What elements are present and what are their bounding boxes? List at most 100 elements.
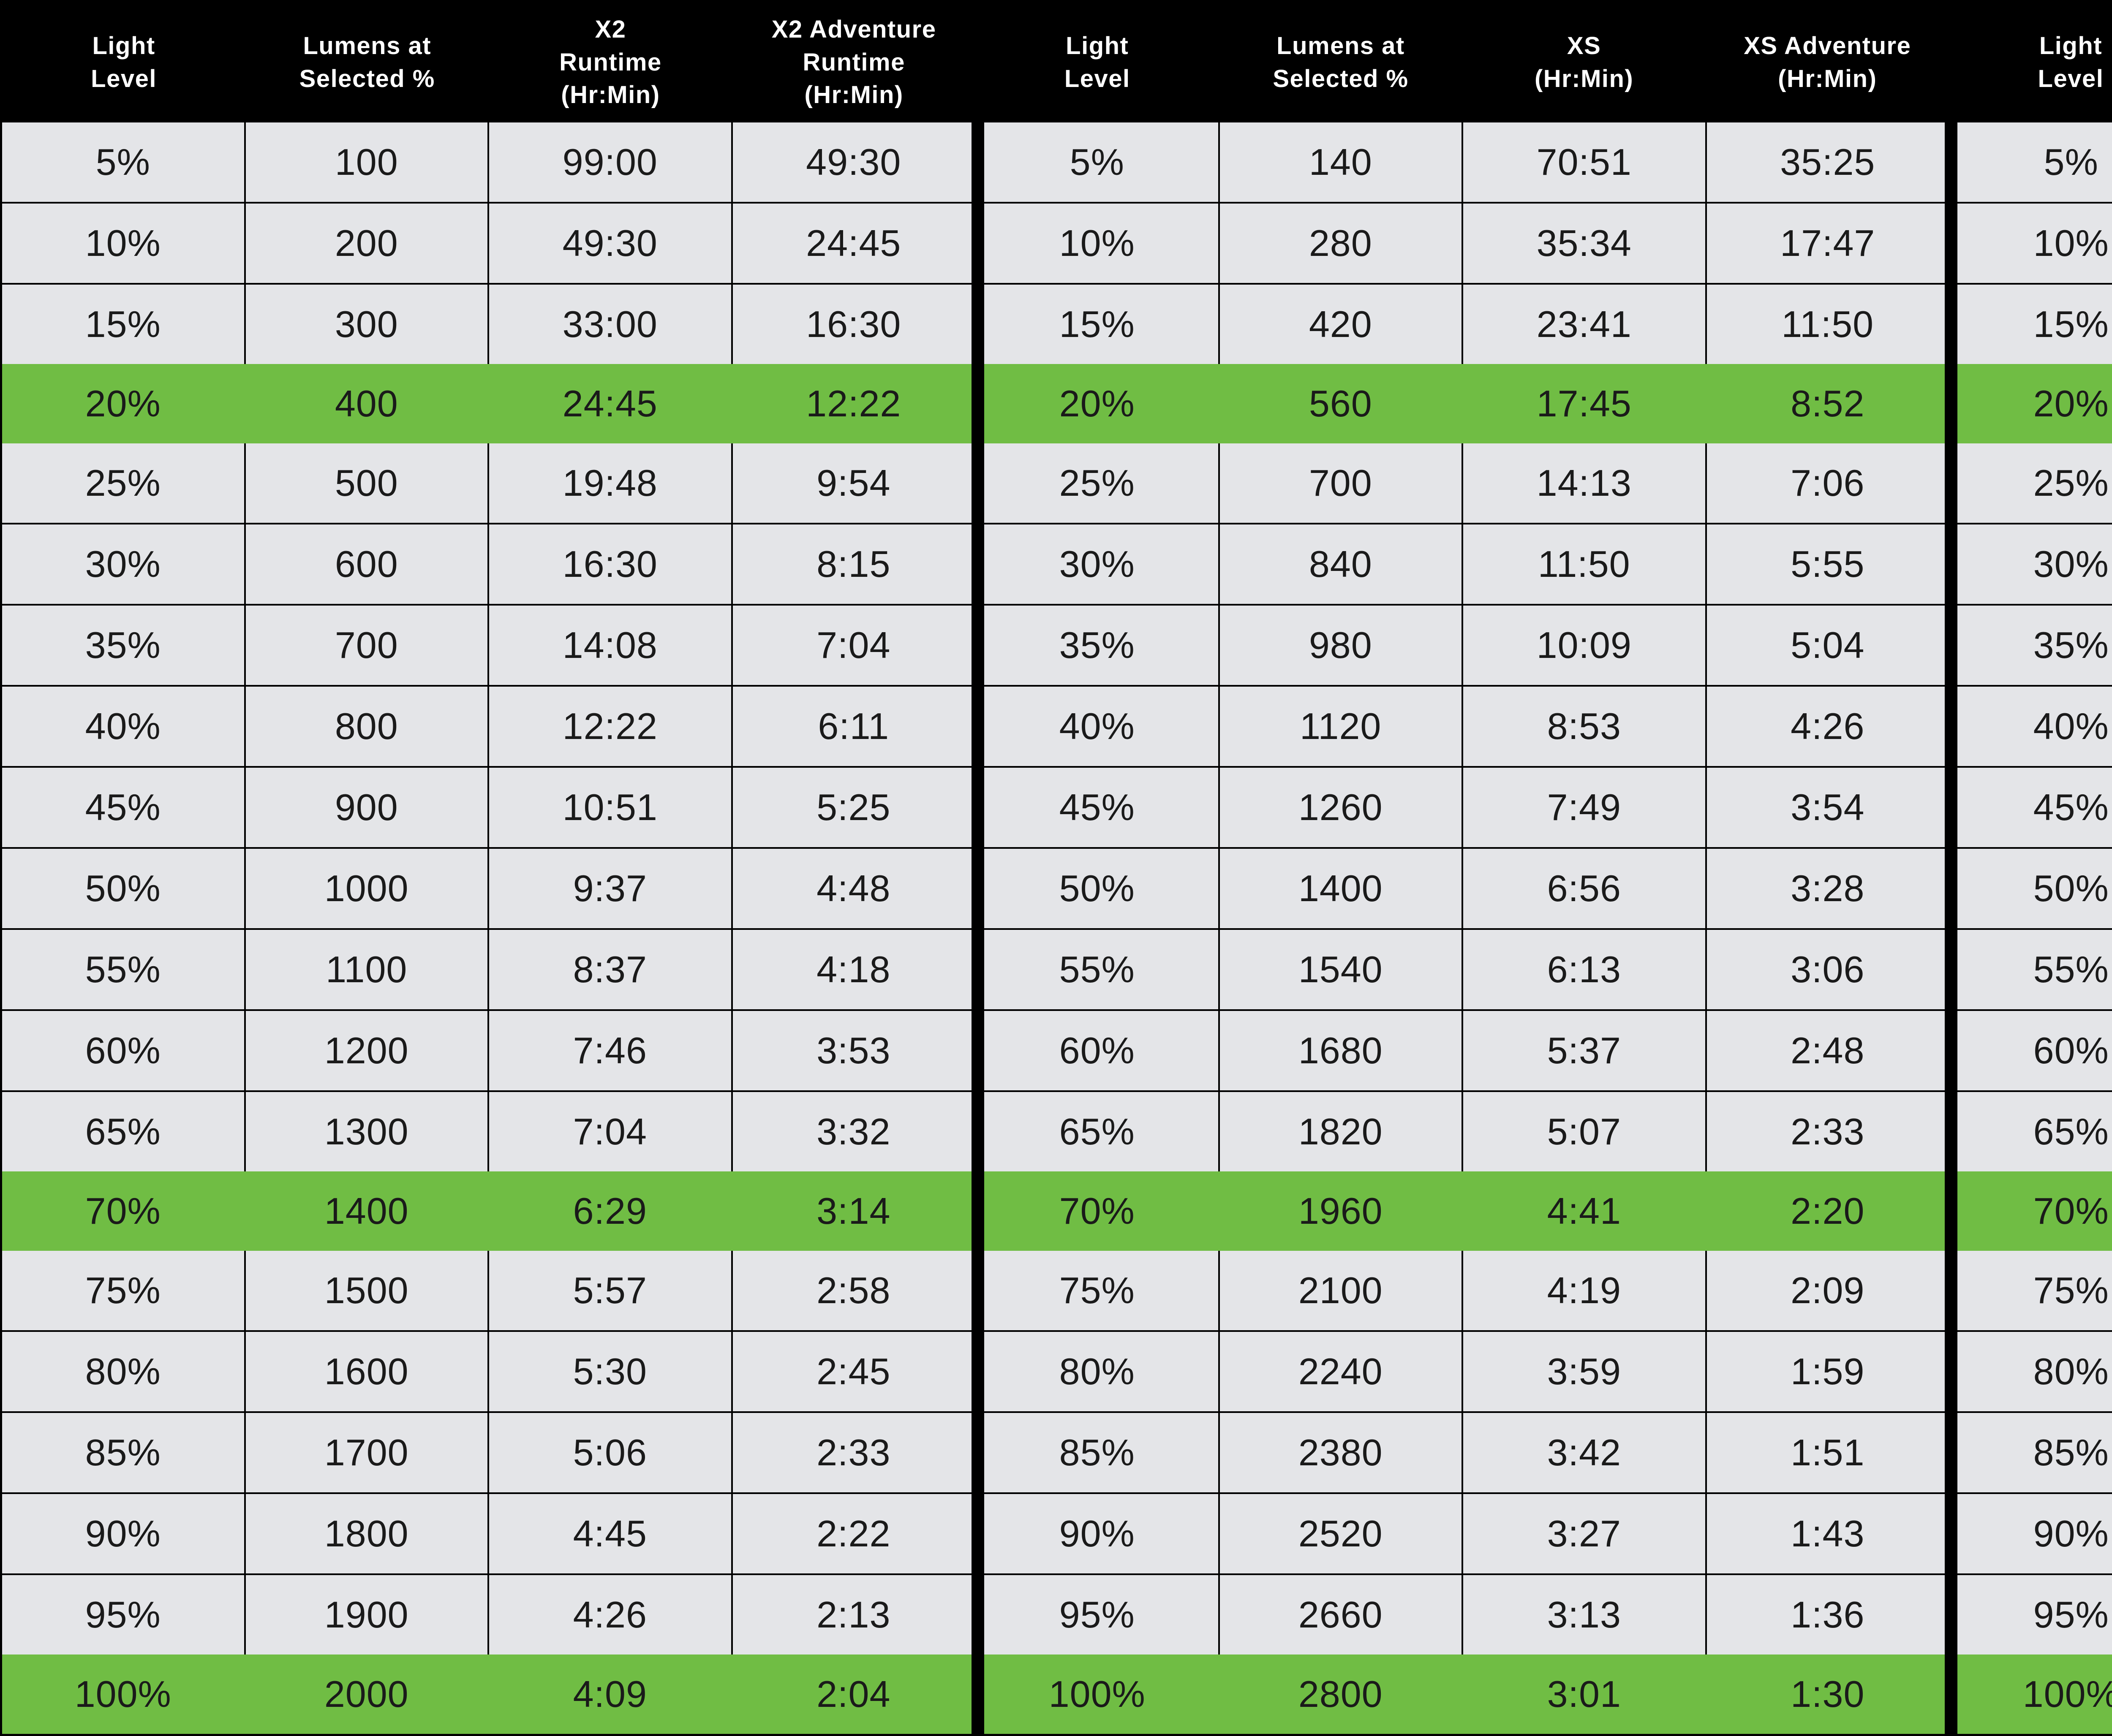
cell-light-level-xs: 40% [976, 687, 1220, 766]
cell-x2-adventure-runtime: 12:22 [806, 383, 901, 424]
cell-light-level-xs: 5% [976, 122, 1220, 202]
cell-x2-adventure-runtime: 6:11 [733, 687, 976, 766]
cell-light-level-x2: 50% [2, 849, 246, 928]
cell-xs-runtime: 10:09 [1463, 606, 1707, 685]
cell-x2-adventure-runtime: 2:45 [733, 1332, 976, 1411]
cell-light-level-x2: 30% [2, 524, 246, 604]
table-row-65pct: 65%13007:043:3265%18205:072:3365%24703:3… [2, 1092, 2112, 1171]
cell-light-level-x2: 45% [2, 768, 246, 847]
cell-x2-runtime: 7:46 [489, 1011, 733, 1090]
cell-xs-adventure-runtime: 35:25 [1707, 122, 1950, 202]
cell-x2-adventure-runtime: 5:25 [733, 768, 976, 847]
cell-xs-adventure-runtime: 2:09 [1707, 1251, 1950, 1330]
cell-light-level-xs: 15% [976, 285, 1220, 364]
header-lumens-selected-xs: Lumens at Selected % [1219, 2, 1462, 122]
cell-light-level-x2: 5% [2, 122, 246, 202]
table-row-95pct: 95%19004:262:1395%26603:131:3695%36102:1… [2, 1575, 2112, 1654]
table-row-100pct: 100%20004:092:04100%28003:011:30100%3800… [2, 1654, 2112, 1734]
cell-lumens-selected-xs: 2380 [1220, 1413, 1463, 1492]
header-lumens-selected-x2: Lumens at Selected % [245, 2, 489, 122]
cell-xs-adventure-runtime: 4:26 [1707, 687, 1950, 766]
cell-light-level-x2: 80% [2, 1332, 246, 1411]
cell-lumens-selected-xs: 840 [1220, 524, 1463, 604]
cell-light-level-x2: 55% [2, 930, 246, 1009]
cell-lumens-selected-x2: 1800 [246, 1494, 489, 1573]
cell-lumens-selected-x2: 800 [246, 687, 489, 766]
header-x2-adventure-runtime: X2 Adventure Runtime (Hr:Min) [732, 2, 976, 122]
cell-x2-adventure-runtime: 16:30 [733, 285, 976, 364]
header-line: Level [1064, 65, 1130, 92]
cell-lumens-selected-xs: 1960 [1298, 1190, 1383, 1232]
table-row-15pct: 15%30033:0016:3015%42023:4111:5015%57017… [2, 285, 2112, 364]
header-line: Light [2039, 32, 2103, 60]
cell-xs-runtime: 6:56 [1463, 849, 1707, 928]
cell-light-level-xs: 100% [1048, 1673, 1146, 1715]
table-row-10pct: 10%20049:3024:4510%28035:3417:4710%38025… [2, 204, 2112, 285]
header-line: (Hr:Min) [561, 81, 660, 109]
cell-xs-runtime: 3:59 [1463, 1332, 1707, 1411]
cell-x2-runtime: 33:00 [489, 285, 733, 364]
cell-x2-runtime: 49:30 [489, 204, 733, 283]
header-line: Selected % [299, 65, 435, 92]
cell-light-level-xsv: 60% [1950, 1011, 2112, 1090]
cell-xs-adventure-runtime: 7:06 [1707, 443, 1950, 523]
cell-lumens-selected-x2: 200 [246, 204, 489, 283]
cell-light-level-xs: 80% [976, 1332, 1220, 1411]
cell-light-level-x2: 75% [2, 1251, 246, 1330]
cell-light-level-xs: 75% [976, 1251, 1220, 1330]
table-row-20pct: 20%40024:4512:2220%56017:458:5220%76012:… [2, 364, 2112, 443]
cell-light-level-x2: 100% [74, 1673, 171, 1715]
cell-x2-runtime: 99:00 [489, 122, 733, 202]
cell-light-level-xs: 85% [976, 1413, 1220, 1492]
cell-xs-adventure-runtime: 1:30 [1791, 1673, 1865, 1715]
cell-xs-adventure-runtime: 2:20 [1791, 1190, 1865, 1232]
cell-x2-runtime: 12:22 [489, 687, 733, 766]
cell-light-level-xsv: 20% [2033, 383, 2109, 424]
cell-light-level-xsv: 70% [2033, 1190, 2109, 1232]
header-line: (Hr:Min) [804, 81, 904, 109]
cell-light-level-xsv: 50% [1950, 849, 2112, 928]
header-line: X2 [595, 15, 626, 43]
cell-light-level-x2: 65% [2, 1092, 246, 1171]
cell-light-level-xsv: 80% [1950, 1332, 2112, 1411]
cell-x2-runtime: 5:06 [489, 1413, 733, 1492]
header-line: (Hr:Min) [1534, 65, 1634, 92]
cell-xs-adventure-runtime: 8:52 [1791, 383, 1865, 424]
cell-light-level-xsv: 85% [1950, 1413, 2112, 1492]
cell-lumens-selected-xs: 420 [1220, 285, 1463, 364]
header-line: Light [92, 32, 155, 60]
header-line: XS Adventure [1744, 32, 1911, 60]
cell-xs-adventure-runtime: 1:51 [1707, 1413, 1950, 1492]
cell-light-level-xsv: 25% [1950, 443, 2112, 523]
header-light-level-x2: Light Level [2, 2, 245, 122]
cell-lumens-selected-x2: 600 [246, 524, 489, 604]
cell-xs-runtime: 23:41 [1463, 285, 1707, 364]
cell-lumens-selected-xs: 560 [1309, 383, 1372, 424]
header-line: Level [91, 65, 157, 92]
cell-lumens-selected-x2: 2000 [324, 1673, 409, 1715]
cell-xs-adventure-runtime: 5:55 [1707, 524, 1950, 604]
cell-xs-runtime: 5:37 [1463, 1011, 1707, 1090]
cell-xs-runtime: 17:45 [1536, 383, 1632, 424]
cell-x2-adventure-runtime: 3:53 [733, 1011, 976, 1090]
cell-xs-adventure-runtime: 5:04 [1707, 606, 1950, 685]
cell-x2-runtime: 14:08 [489, 606, 733, 685]
cell-x2-runtime: 5:57 [489, 1251, 733, 1330]
cell-lumens-selected-xs: 2100 [1220, 1251, 1463, 1330]
cell-light-level-xsv: 35% [1950, 606, 2112, 685]
cell-light-level-xs: 90% [976, 1494, 1220, 1573]
cell-xs-adventure-runtime: 17:47 [1707, 204, 1950, 283]
cell-x2-runtime: 16:30 [489, 524, 733, 604]
cell-light-level-xs: 10% [976, 204, 1220, 283]
table-row-50pct: 50%10009:374:4850%14006:563:2850%19004:5… [2, 849, 2112, 930]
table-row-55pct: 55%11008:374:1855%15406:133:0655%20904:2… [2, 930, 2112, 1011]
cell-light-level-x2: 85% [2, 1413, 246, 1492]
cell-lumens-selected-x2: 1500 [246, 1251, 489, 1330]
table-row-75pct: 75%15005:572:5875%21004:192:0975%28502:5… [2, 1251, 2112, 1332]
header-line: (Hr:Min) [1778, 65, 1877, 92]
cell-lumens-selected-x2: 1900 [246, 1575, 489, 1654]
cell-x2-runtime: 4:09 [573, 1673, 647, 1715]
cell-xs-adventure-runtime: 2:48 [1707, 1011, 1950, 1090]
